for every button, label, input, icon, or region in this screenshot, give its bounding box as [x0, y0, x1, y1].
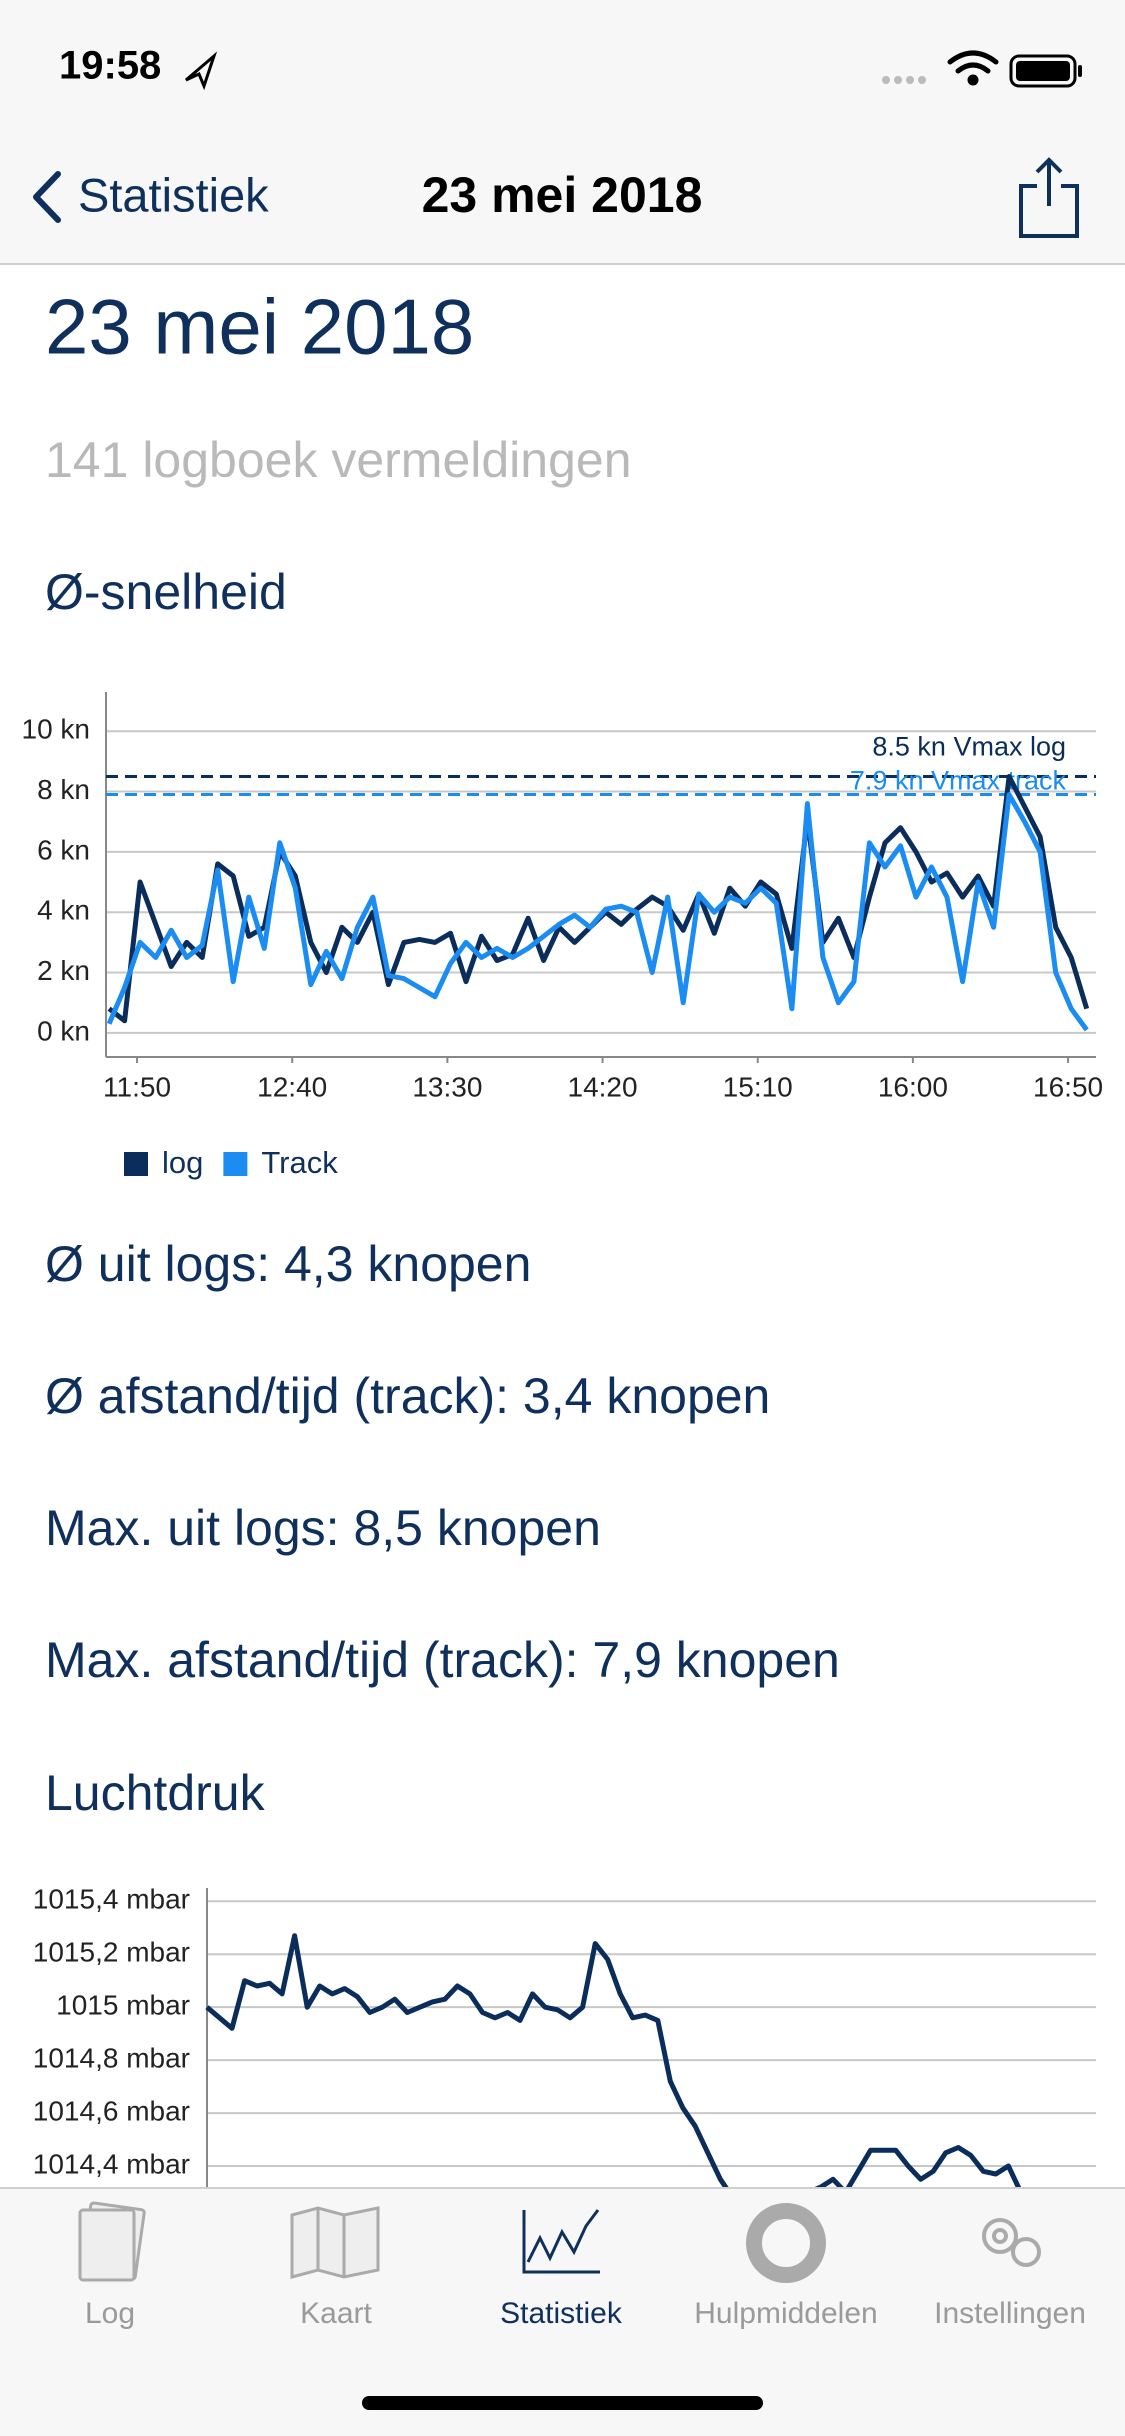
tab-label[interactable]: Kaart [300, 2297, 372, 2330]
page-title: 23 mei 2018 [45, 283, 474, 371]
legend-label: Track [261, 1145, 338, 1180]
y-tick-label: 1015,2 mbar [33, 1937, 190, 1968]
y-tick-label: 1015,4 mbar [33, 1884, 190, 1915]
subtitle: 141 logboek vermeldingen [45, 432, 632, 488]
charts: 0 kn 2 kn 4 kn 6 kn 8 kn 10 kn 11:50 12:40 13:30… [22, 692, 1103, 2219]
legend-swatch [223, 1152, 248, 1176]
data-line [106, 792, 1089, 1032]
y-tick-label: 10 kn [22, 714, 91, 745]
stat-line: Ø uit logs: 4,3 knopen [45, 1236, 531, 1292]
stat-line: Max. uit logs: 8,5 knopen [45, 1500, 601, 1556]
x-tick-label: 16:00 [878, 1071, 948, 1102]
map-icon[interactable] [290, 2206, 380, 2279]
top-bar [0, 0, 1125, 264]
statistics-icon[interactable] [522, 2209, 600, 2274]
stat-line: Ø afstand/tijd (track): 3,4 knopen [45, 1368, 770, 1424]
tab-bar [0, 2188, 1125, 2436]
x-tick-label: 12:40 [257, 1071, 327, 1102]
tab-label[interactable]: Log [85, 2297, 135, 2330]
share-button[interactable] [1019, 157, 1079, 238]
section-heading: Luchtdruk [45, 1765, 266, 1821]
y-tick-label: 2 kn [37, 955, 90, 986]
lifebuoy-icon[interactable] [746, 2203, 826, 2283]
wifi-icon [947, 50, 999, 86]
tab-labels: Log Kaart Statistiek Hulpmiddelen Instelling… [85, 2297, 1086, 2330]
home-indicator [362, 2396, 763, 2410]
y-tick-label: 4 kn [37, 895, 90, 926]
section-heading: Ø-snelheid [45, 564, 287, 620]
x-tick-label: 14:20 [568, 1071, 638, 1102]
y-tick-label: 1015 mbar [56, 1990, 190, 2021]
y-tick-label: 0 kn [37, 1015, 90, 1046]
x-tick-label: 11:50 [103, 1071, 171, 1102]
tab-label[interactable]: Hulpmiddelen [694, 2297, 877, 2330]
x-tick-label: 15:10 [723, 1071, 793, 1102]
tab-label[interactable]: Statistiek [500, 2297, 623, 2330]
status-time: 19:58 [59, 44, 161, 88]
legend-swatch [124, 1152, 148, 1176]
y-tick-label: 1014,4 mbar [33, 2148, 190, 2179]
nav-title: 23 mei 2018 [422, 167, 703, 223]
legend-label: log [162, 1145, 203, 1180]
x-tick-label: 16:50 [1033, 1071, 1103, 1102]
settings-icon[interactable] [982, 2218, 1041, 2267]
x-tick-label: 13:30 [412, 1071, 482, 1102]
battery-icon [1009, 54, 1082, 88]
reference-label: 7.9 kn Vmax track [850, 766, 1067, 796]
location-icon [185, 51, 218, 91]
y-tick-label: 6 kn [37, 834, 90, 865]
tab-label[interactable]: Instellingen [934, 2297, 1086, 2330]
y-tick-label: 8 kn [37, 774, 90, 805]
data-line [107, 774, 1090, 1024]
log-icon[interactable] [78, 2201, 146, 2282]
back-button[interactable]: Statistiek [78, 168, 269, 221]
reference-label: 8.5 kn Vmax log [872, 732, 1066, 762]
y-tick-label: 1014,8 mbar [33, 2043, 190, 2074]
back-chevron[interactable] [33, 171, 61, 223]
signal-icon [882, 76, 926, 84]
y-tick-label: 1014,6 mbar [33, 2095, 190, 2126]
stat-line: Max. afstand/tijd (track): 7,9 knopen [45, 1632, 840, 1688]
data-line [205, 1933, 1097, 2217]
